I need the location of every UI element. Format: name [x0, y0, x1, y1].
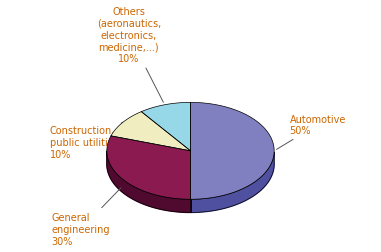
Text: General
engineering
30%: General engineering 30% — [52, 188, 121, 246]
Text: Others
(aeronautics,
electronics,
medicine,...)
10%: Others (aeronautics, electronics, medici… — [97, 7, 163, 103]
Text: Construction,
public utilities
10%: Construction, public utilities 10% — [50, 123, 123, 159]
Polygon shape — [107, 151, 190, 213]
Polygon shape — [107, 136, 190, 200]
Polygon shape — [111, 112, 190, 151]
Polygon shape — [190, 152, 274, 213]
Text: Automotive
50%: Automotive 50% — [277, 114, 346, 150]
Polygon shape — [141, 103, 190, 151]
Polygon shape — [190, 103, 274, 200]
